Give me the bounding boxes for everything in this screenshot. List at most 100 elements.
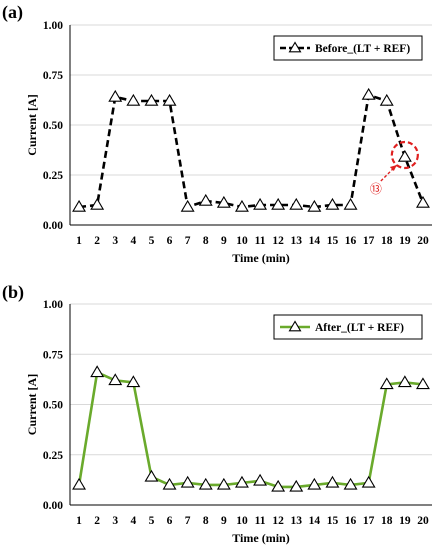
x-tick-label: 8 [203, 515, 209, 527]
data-point-marker [180, 475, 195, 488]
legend-label: Before_(LT + REF) [315, 43, 410, 55]
data-point-marker [126, 93, 141, 106]
data-point-marker [216, 195, 231, 208]
data-point-marker [343, 477, 358, 490]
data-point-marker [325, 475, 340, 488]
x-tick-label: 10 [236, 515, 248, 527]
x-tick-label: 7 [185, 235, 191, 247]
x-tick-label: 12 [272, 515, 284, 527]
x-tick-label: 3 [112, 235, 118, 247]
data-point-marker [289, 479, 304, 492]
annotation: ⑬ [370, 140, 419, 196]
data-point-marker [144, 93, 159, 106]
data-point-marker [198, 477, 213, 490]
data-point-marker [343, 197, 358, 210]
x-tick-label: 2 [94, 235, 100, 247]
data-point-marker [307, 477, 322, 490]
x-tick-label: 15 [327, 235, 339, 247]
data-point-marker [126, 375, 141, 388]
data-point-marker [198, 193, 213, 206]
data-point-marker [72, 199, 87, 212]
data-point-marker [289, 197, 304, 210]
data-point-marker [180, 199, 195, 212]
y-tick-label: 0.50 [43, 120, 63, 132]
data-point-marker [253, 197, 268, 210]
data-point-marker [325, 197, 340, 210]
data-point-marker [253, 473, 268, 486]
data-point-marker [397, 375, 412, 388]
x-tick-label: 20 [417, 235, 429, 247]
legend-label: After_(LT + REF) [315, 322, 404, 334]
x-tick-label: 14 [309, 235, 321, 247]
data-point-marker [234, 199, 249, 212]
legend: Before_(LT + REF) [273, 35, 423, 61]
annotation-circle [390, 140, 419, 170]
legend: After_(LT + REF) [273, 314, 423, 340]
data-point-marker [361, 87, 376, 100]
data-point-marker [361, 475, 376, 488]
data-point-marker [307, 199, 322, 212]
legend-marker-swatch [288, 41, 302, 53]
x-tick-label: 3 [112, 515, 118, 527]
annotation-arrowhead [389, 165, 397, 171]
x-tick-label: 16 [345, 515, 357, 527]
x-tick-label: 9 [221, 235, 227, 247]
x-tick-label: 5 [149, 515, 155, 527]
x-tick-label: 19 [399, 235, 411, 247]
y-tick-label: 0.25 [43, 450, 63, 462]
y-tick-label: 0.75 [43, 70, 63, 82]
y-axis-title: Current [A] [25, 374, 39, 435]
y-tick-label: 0.00 [43, 220, 63, 232]
data-point-marker [90, 197, 105, 210]
x-tick-label: 16 [345, 235, 357, 247]
data-point-marker [234, 475, 249, 488]
x-tick-label: 1 [76, 235, 82, 247]
x-tick-label: 7 [185, 515, 191, 527]
x-tick-label: 13 [291, 515, 303, 527]
chart-panel-a: (a)0.000.250.500.751.001 2 3 4 5 6 7 8 9 10 11 12 13… [2, 2, 432, 265]
annotation-label: ⑬ [370, 182, 382, 196]
data-point-marker [379, 93, 394, 106]
x-tick-label: 18 [381, 235, 393, 247]
y-axis-title: Current [A] [25, 94, 39, 155]
chart-panel-b: (b)0.000.250.500.751.001 2 3 4 5 6 7 8 9 10 11 12 13… [2, 282, 432, 545]
x-axis-title: Time (min) [232, 251, 289, 265]
panel-label: (a) [2, 2, 23, 23]
y-tick-label: 1.00 [43, 20, 63, 32]
data-point-marker [108, 373, 123, 386]
annotation-arrow-line [380, 164, 398, 182]
data-point-marker [397, 149, 412, 162]
x-tick-label: 15 [327, 515, 339, 527]
y-tick-label: 0.50 [43, 400, 63, 412]
data-point-marker [72, 477, 87, 490]
data-point-marker [216, 477, 231, 490]
x-tick-label: 8 [203, 235, 209, 247]
y-tick-label: 1.00 [43, 299, 63, 311]
y-tick-label: 0.75 [43, 349, 63, 361]
x-tick-label: 11 [255, 515, 266, 527]
x-tick-label: 12 [272, 235, 284, 247]
x-tick-label: 13 [291, 235, 303, 247]
x-tick-label: 18 [381, 515, 393, 527]
x-tick-label: 2 [94, 515, 100, 527]
data-point-marker [271, 197, 286, 210]
x-axis-title: Time (min) [232, 531, 289, 545]
x-tick-label: 20 [417, 515, 429, 527]
series-line [77, 371, 424, 489]
legend-marker-swatch [288, 320, 302, 332]
data-point-marker [271, 479, 286, 492]
x-tick-label: 17 [363, 515, 375, 527]
x-tick-label: 4 [130, 515, 136, 527]
x-tick-label: 1 [76, 515, 82, 527]
data-point-marker [162, 477, 177, 490]
data-point-marker [108, 89, 123, 102]
x-tick-label: 11 [255, 235, 266, 247]
data-point-marker [415, 377, 430, 390]
x-tick-label: 5 [149, 235, 155, 247]
x-tick-label: 6 [167, 235, 173, 247]
y-tick-label: 0.00 [43, 500, 63, 512]
data-point-marker [144, 469, 159, 482]
panel-label: (b) [2, 282, 24, 303]
x-tick-label: 6 [167, 515, 173, 527]
